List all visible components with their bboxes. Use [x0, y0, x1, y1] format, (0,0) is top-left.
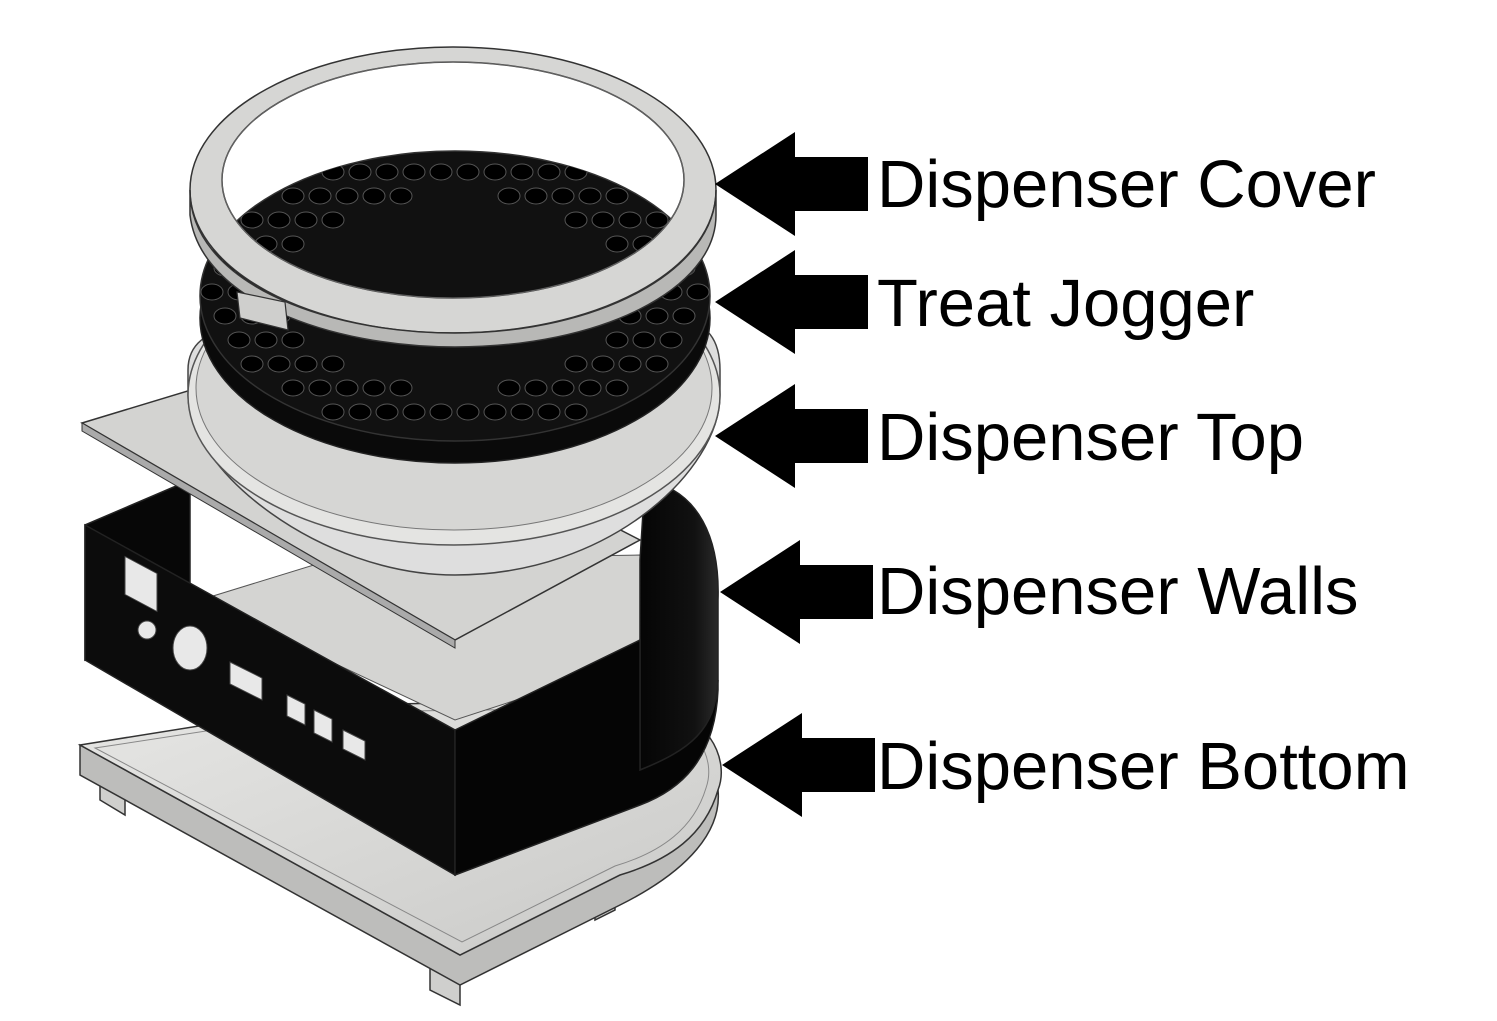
jogger-pocket	[510, 163, 534, 181]
jogger-pocket	[564, 163, 588, 181]
jogger-pocket	[605, 331, 629, 349]
jogger-pocket	[456, 163, 480, 181]
jogger-pocket	[240, 211, 264, 229]
jogger-pocket	[429, 163, 453, 181]
jogger-pocket	[348, 163, 372, 181]
jogger-pocket	[308, 379, 332, 397]
arrow-treat-jogger	[715, 250, 868, 354]
jogger-pocket	[591, 355, 615, 373]
jogger-pocket	[335, 187, 359, 205]
jogger-pocket	[564, 211, 588, 229]
jogger-pocket	[335, 379, 359, 397]
jogger-pocket	[348, 403, 372, 421]
jogger-pocket	[321, 355, 345, 373]
label-dispenser-walls: Dispenser Walls	[877, 554, 1359, 629]
jogger-pocket	[281, 235, 305, 253]
jogger-pocket	[213, 307, 237, 325]
jogger-pocket	[524, 379, 548, 397]
jogger-pocket	[497, 187, 521, 205]
jogger-pocket	[227, 331, 251, 349]
jogger-pocket	[362, 187, 386, 205]
arrow-dispenser-bottom	[722, 713, 875, 817]
jogger-pocket	[321, 211, 345, 229]
jogger-pocket	[537, 163, 561, 181]
jogger-pocket	[402, 403, 426, 421]
jogger-pocket	[537, 403, 561, 421]
jogger-pocket	[375, 403, 399, 421]
arrows	[715, 132, 875, 817]
jogger-pocket	[510, 403, 534, 421]
dispenser-cover-part	[189, 46, 717, 348]
jogger-pocket	[389, 187, 413, 205]
jogger-pocket	[321, 403, 345, 421]
jogger-pocket	[294, 211, 318, 229]
jogger-pocket	[483, 403, 507, 421]
jogger-pocket	[618, 211, 642, 229]
jogger-pocket	[200, 283, 224, 301]
jogger-pocket	[618, 355, 642, 373]
label-treat-jogger: Treat Jogger	[877, 266, 1254, 341]
labels: Dispenser Cover Treat Jogger Dispenser T…	[877, 147, 1410, 804]
jogger-pocket	[321, 163, 345, 181]
jogger-pocket	[591, 211, 615, 229]
jogger-pocket	[483, 163, 507, 181]
jogger-pocket	[686, 283, 710, 301]
jogger-pocket	[294, 355, 318, 373]
jogger-pocket	[564, 355, 588, 373]
jogger-pocket	[551, 379, 575, 397]
jogger-pocket	[524, 187, 548, 205]
jogger-pocket	[429, 403, 453, 421]
label-dispenser-cover: Dispenser Cover	[877, 147, 1376, 222]
jogger-pocket	[267, 355, 291, 373]
label-dispenser-top: Dispenser Top	[877, 400, 1304, 475]
jogger-pocket	[632, 331, 656, 349]
jogger-pocket	[564, 403, 588, 421]
jogger-pocket	[497, 379, 521, 397]
jogger-pocket	[240, 355, 264, 373]
jogger-pocket	[645, 211, 669, 229]
jogger-pocket	[551, 187, 575, 205]
jogger-pocket	[281, 379, 305, 397]
arrow-dispenser-walls	[720, 540, 873, 644]
jogger-pocket	[659, 331, 683, 349]
jogger-pocket	[645, 355, 669, 373]
jogger-pocket	[578, 187, 602, 205]
jogger-pocket	[308, 187, 332, 205]
arrow-dispenser-cover	[715, 132, 868, 236]
jogger-pocket	[389, 379, 413, 397]
label-dispenser-bottom: Dispenser Bottom	[877, 729, 1410, 804]
treat-jogger-part	[199, 150, 711, 464]
jogger-pocket	[362, 379, 386, 397]
jogger-pocket	[267, 211, 291, 229]
jogger-pocket	[281, 331, 305, 349]
jogger-pocket	[605, 187, 629, 205]
jogger-pocket	[254, 331, 278, 349]
jogger-pocket	[605, 235, 629, 253]
jogger-pocket	[402, 163, 426, 181]
arrow-dispenser-top	[715, 384, 868, 488]
jogger-pocket	[281, 187, 305, 205]
jogger-pocket	[456, 403, 480, 421]
jogger-pocket	[605, 379, 629, 397]
jogger-pocket	[672, 307, 696, 325]
jogger-pocket	[375, 163, 399, 181]
jogger-pocket	[578, 379, 602, 397]
jogger-pocket	[645, 307, 669, 325]
